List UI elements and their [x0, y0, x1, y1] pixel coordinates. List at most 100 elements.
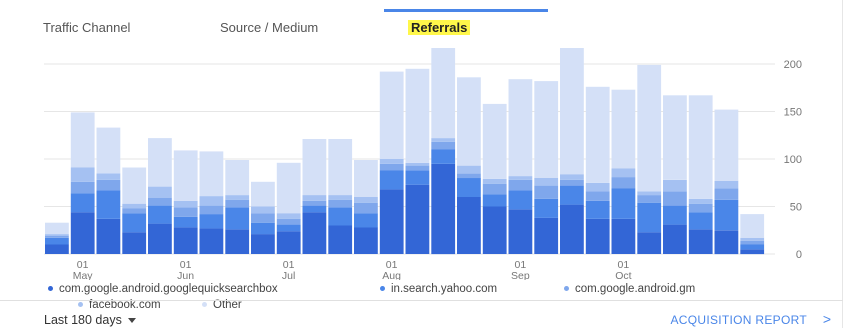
bar-segment[interactable] [560, 185, 584, 205]
bar-segment[interactable] [560, 204, 584, 254]
bar-segment[interactable] [714, 199, 739, 231]
bar-segment[interactable] [302, 205, 327, 213]
bar-segment[interactable] [276, 224, 301, 232]
bar-segment[interactable] [328, 225, 353, 255]
bar-segment[interactable] [45, 234, 69, 236]
bar-segment[interactable] [328, 195, 353, 200]
bar-segment[interactable] [148, 223, 172, 254]
bar-segment[interactable] [611, 218, 636, 254]
tab-referrals[interactable]: Referrals [408, 20, 471, 35]
bar-segment[interactable] [637, 202, 662, 233]
bar-segment[interactable] [199, 214, 224, 229]
bar-segment[interactable] [173, 200, 198, 208]
legend-item[interactable]: com.google.android.gm [564, 283, 695, 295]
bar-segment[interactable] [148, 138, 172, 187]
bar-segment[interactable] [482, 178, 507, 184]
bar-segment[interactable] [251, 206, 275, 214]
bar-segment[interactable] [431, 149, 456, 164]
bar-segment[interactable] [251, 234, 275, 254]
tab-source-medium[interactable]: Source / Medium [220, 20, 319, 35]
bar-segment[interactable] [482, 206, 507, 255]
bar-segment[interactable] [276, 231, 301, 254]
bar-segment[interactable] [405, 68, 430, 163]
bar-segment[interactable] [302, 200, 327, 206]
bar-segment[interactable] [96, 218, 121, 254]
bar-segment[interactable] [508, 190, 533, 210]
bar-segment[interactable] [714, 109, 739, 181]
bar-segment[interactable] [199, 196, 224, 206]
bar-segment[interactable] [585, 191, 610, 201]
bar-segment[interactable] [45, 222, 69, 235]
bar-segment[interactable] [148, 186, 172, 198]
bar-segment[interactable] [148, 205, 172, 224]
bar-segment[interactable] [560, 48, 584, 175]
bar-segment[interactable] [534, 81, 559, 178]
bar-segment[interactable] [637, 191, 662, 196]
legend-item[interactable]: in.search.yahoo.com [380, 283, 497, 295]
bar-segment[interactable] [560, 179, 584, 186]
bar-segment[interactable] [457, 165, 481, 174]
acquisition-report-link[interactable]: ACQUISITION REPORT [670, 313, 807, 327]
bar-segment[interactable] [457, 77, 481, 166]
bar-segment[interactable] [328, 199, 353, 208]
bar-segment[interactable] [70, 181, 95, 194]
bar-segment[interactable] [585, 218, 610, 254]
bar-segment[interactable] [96, 190, 121, 219]
bar-segment[interactable] [405, 170, 430, 185]
bar-segment[interactable] [354, 197, 378, 203]
bar-segment[interactable] [354, 202, 378, 214]
bar-segment[interactable] [45, 244, 69, 255]
bar-segment[interactable] [302, 195, 327, 201]
bar-segment[interactable] [637, 232, 662, 254]
bar-segment[interactable] [354, 213, 378, 228]
bar-segment[interactable] [714, 230, 739, 255]
bar-segment[interactable] [611, 89, 636, 169]
bar-segment[interactable] [663, 95, 687, 180]
bar-segment[interactable] [199, 228, 224, 254]
chevron-right-icon[interactable]: > [822, 311, 831, 327]
bar-segment[interactable] [122, 203, 147, 209]
bar-segment[interactable] [70, 212, 95, 254]
bar-segment[interactable] [534, 198, 559, 218]
bar-segment[interactable] [663, 224, 687, 254]
bar-segment[interactable] [534, 217, 559, 254]
bar-segment[interactable] [688, 203, 713, 213]
bar-segment[interactable] [251, 213, 275, 223]
bar-segment[interactable] [508, 79, 533, 177]
bar-segment[interactable] [585, 182, 610, 192]
bar-segment[interactable] [431, 48, 456, 139]
bar-segment[interactable] [560, 174, 584, 180]
bar-segment[interactable] [534, 185, 559, 199]
bar-segment[interactable] [276, 213, 301, 219]
bar-segment[interactable] [379, 170, 404, 190]
bar-segment[interactable] [508, 209, 533, 254]
bar-segment[interactable] [122, 232, 147, 254]
bar-segment[interactable] [611, 168, 636, 178]
bar-segment[interactable] [173, 216, 198, 228]
bar-segment[interactable] [611, 188, 636, 219]
bar-segment[interactable] [379, 189, 404, 254]
bar-segment[interactable] [96, 127, 121, 174]
bar-segment[interactable] [405, 162, 430, 166]
bar-segment[interactable] [173, 207, 198, 217]
bar-segment[interactable] [302, 139, 327, 195]
bar-segment[interactable] [70, 112, 95, 168]
date-range-dropdown[interactable]: Last 180 days [44, 313, 136, 327]
bar-segment[interactable] [637, 195, 662, 203]
bar-segment[interactable] [714, 188, 739, 200]
bar-segment[interactable] [457, 197, 481, 254]
bar-segment[interactable] [199, 205, 224, 215]
legend-item[interactable]: Other [202, 299, 242, 311]
bar-segment[interactable] [740, 240, 765, 245]
bar-segment[interactable] [96, 173, 121, 180]
bar-segment[interactable] [122, 213, 147, 233]
bar-segment[interactable] [379, 71, 404, 159]
bar-segment[interactable] [276, 218, 301, 225]
bar-segment[interactable] [663, 205, 687, 225]
bar-segment[interactable] [251, 181, 275, 207]
bar-segment[interactable] [740, 249, 765, 255]
bar-segment[interactable] [431, 138, 456, 142]
bar-segment[interactable] [225, 160, 250, 196]
bar-segment[interactable] [251, 222, 275, 235]
bar-segment[interactable] [688, 229, 713, 254]
